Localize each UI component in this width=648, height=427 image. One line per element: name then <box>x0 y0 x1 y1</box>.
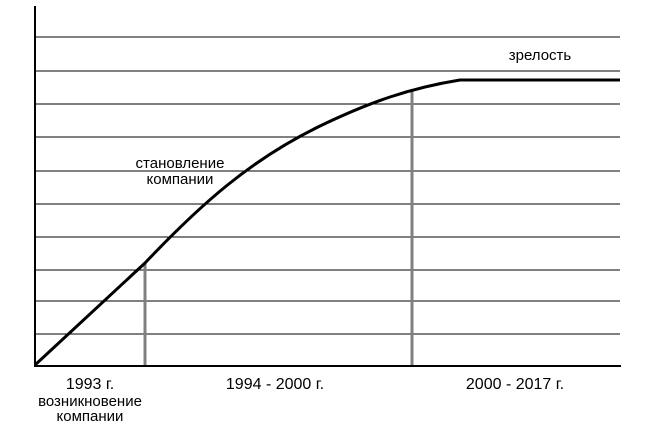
formation-label-line1: становление <box>135 155 225 172</box>
stage-label-3: 2000 - 2017 г. <box>465 376 565 393</box>
origin-label-line2: компании <box>56 408 124 425</box>
formation-label-line2: компании <box>146 171 214 188</box>
maturity-label: зрелость <box>508 47 572 64</box>
stage-label-2: 1994 - 2000 г. <box>225 376 325 393</box>
growth-curve <box>33 78 620 367</box>
gridlines <box>35 36 620 335</box>
origin-label-line1: возникновение <box>38 393 142 410</box>
stage-label-1: 1993 г. <box>65 376 115 393</box>
